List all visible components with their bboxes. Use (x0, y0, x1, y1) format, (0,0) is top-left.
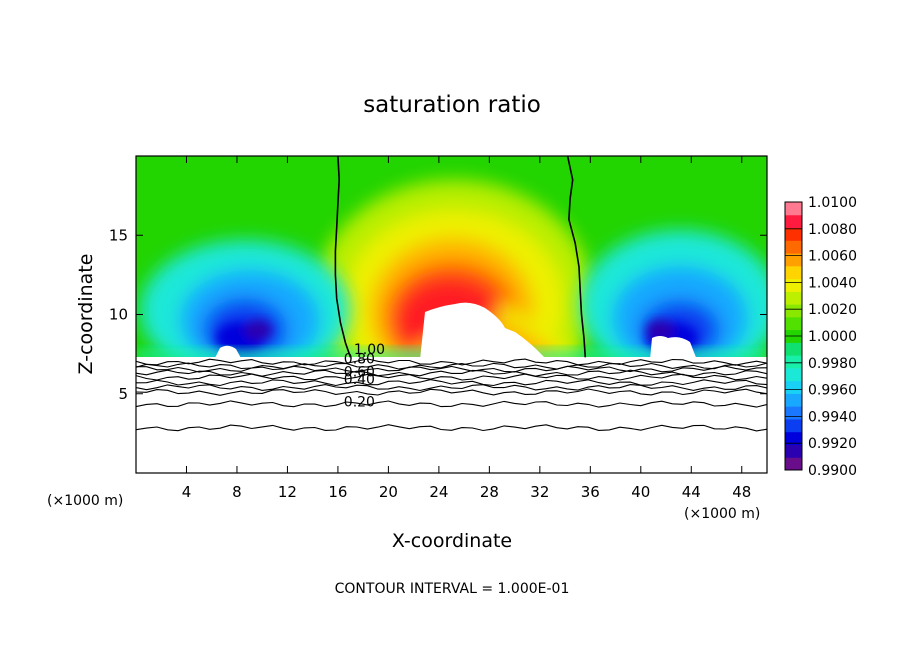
colorbar-band (785, 355, 802, 369)
colorbar-tick-label: 0.9980 (808, 356, 857, 372)
y-tick-label: 5 (118, 385, 128, 403)
colorbar-band (785, 342, 802, 356)
colorbar-band (785, 444, 802, 458)
colorbar-band (785, 393, 802, 407)
colorbar-band (785, 304, 802, 318)
x-tick-label: 48 (732, 483, 751, 501)
x-tick-label: 28 (480, 483, 499, 501)
colorbar-band (785, 265, 802, 280)
x-tick-label: 40 (631, 483, 650, 501)
y-tick-label: 15 (109, 226, 128, 244)
contour-label: 1.00 (354, 342, 385, 358)
x-tick-label: 44 (682, 483, 701, 501)
y-axis-label: Z-coordinate (75, 254, 97, 375)
x-tick-label: 20 (379, 483, 398, 501)
colorbar-tick-label: 1.0100 (808, 195, 857, 211)
contour-label: 0.80 (344, 352, 375, 368)
contour-label: 0.20 (344, 394, 375, 410)
contour-line (566, 156, 587, 358)
x-tick-label: 32 (530, 483, 549, 501)
colorbar-labels: 1.0100 1.0080 1.0060 1.0040 1.0020 1.0000 0.99… (785, 195, 857, 479)
contour-line (136, 369, 767, 377)
colorbar-band (785, 253, 802, 267)
contour-line (136, 365, 767, 373)
colorbar-band (785, 367, 802, 382)
colorbar-tick-label: 1.0000 (808, 329, 857, 345)
colorbar (784, 201, 803, 471)
contour-interval-note: CONTOUR INTERVAL = 1.000E-01 (335, 581, 570, 597)
colorbar-band (785, 316, 802, 331)
contour-label: 0.40 (344, 372, 375, 388)
x-tick-label: 16 (328, 483, 347, 501)
x-tick-label: 12 (278, 483, 297, 501)
x-unit-left: (×1000 m) (47, 493, 123, 509)
contour-label: 0.60 (344, 364, 375, 380)
colorbar-band (785, 240, 802, 254)
contour-line (136, 384, 767, 392)
x-axis-ticks: 4 8 12 16 20 24 28 32 36 40 44 48 (182, 156, 751, 501)
colorbar-tick-label: 0.9960 (808, 383, 857, 399)
x-tick-label: 4 (182, 483, 192, 501)
colorbar-band (785, 457, 802, 471)
contour-line (136, 362, 767, 370)
colorbar-band (785, 227, 802, 241)
colorbar-band (785, 418, 802, 433)
colorbar-band (785, 380, 802, 394)
colorbar-band (785, 406, 802, 420)
y-axis-ticks: 5 10 15 (109, 226, 767, 403)
contour-line (136, 373, 767, 381)
x-tick-label: 8 (232, 483, 242, 501)
colorbar-tick-label: 1.0060 (808, 249, 857, 265)
x-unit-right: (×1000 m) (684, 506, 760, 522)
colorbar-tick-label: 1.0080 (808, 222, 857, 238)
contour-line (136, 424, 767, 432)
contour-line (136, 358, 767, 366)
colorbar-band (785, 202, 802, 216)
contour-line (136, 379, 767, 387)
colorbar-band (785, 278, 802, 292)
x-tick-label: 36 (581, 483, 600, 501)
colorbar-tick-label: 0.9900 (808, 463, 857, 479)
colorbar-band (785, 291, 802, 305)
contour-line (136, 400, 767, 408)
x-axis-label: X-coordinate (392, 530, 512, 552)
colorbar-tick-label: 1.0040 (808, 275, 857, 291)
contour-line (334, 156, 352, 358)
contour-labels: 1.000.800.600.40 0.20 (344, 342, 385, 410)
colorbar-band (785, 214, 802, 229)
contour-line (136, 388, 767, 396)
contour-lines (136, 156, 767, 432)
y-tick-label: 10 (109, 306, 128, 324)
colorbar-tick-label: 0.9920 (808, 436, 857, 452)
colorbar-tick-label: 0.9940 (808, 409, 857, 425)
chart-title: saturation ratio (363, 92, 541, 118)
colorbar-tick-label: 1.0020 (808, 302, 857, 318)
colorbar-band (785, 431, 802, 445)
x-tick-label: 24 (429, 483, 448, 501)
heatmap-field (136, 156, 767, 357)
